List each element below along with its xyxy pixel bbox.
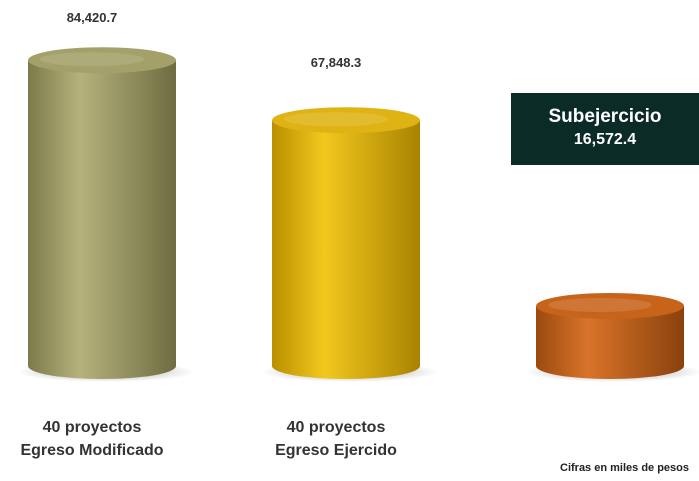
bar-cap-highlight <box>284 112 388 127</box>
category-label-line2: Egreso Ejercido <box>275 442 397 459</box>
value-label-2: 67,848.3 <box>311 55 362 70</box>
bar-cap-highlight <box>548 297 652 312</box>
subejercicio-callout: Subejercicio 16,572.4 <box>511 93 699 165</box>
bar-1 <box>18 47 194 382</box>
category-label-line2: Egreso Modificado <box>20 442 163 459</box>
value-label-1: 84,420.7 <box>67 10 118 25</box>
bar-top-cap <box>28 47 176 74</box>
bar-body <box>28 60 176 379</box>
bar-top-cap <box>536 292 684 319</box>
category-label-line1: 40 proyectos <box>287 419 386 436</box>
bar-top-cap <box>272 107 420 134</box>
bar-body <box>536 305 684 379</box>
callout-value: 16,572.4 <box>573 131 637 148</box>
bar-body <box>272 120 420 380</box>
units-footnote: Cifras en miles de pesos <box>560 462 689 474</box>
bar-3 <box>526 292 699 382</box>
bar-2 <box>262 107 438 382</box>
bar-cap-highlight <box>40 52 144 67</box>
callout-title: Subejercicio <box>548 106 662 127</box>
category-label-line1: 40 proyectos <box>43 419 142 436</box>
